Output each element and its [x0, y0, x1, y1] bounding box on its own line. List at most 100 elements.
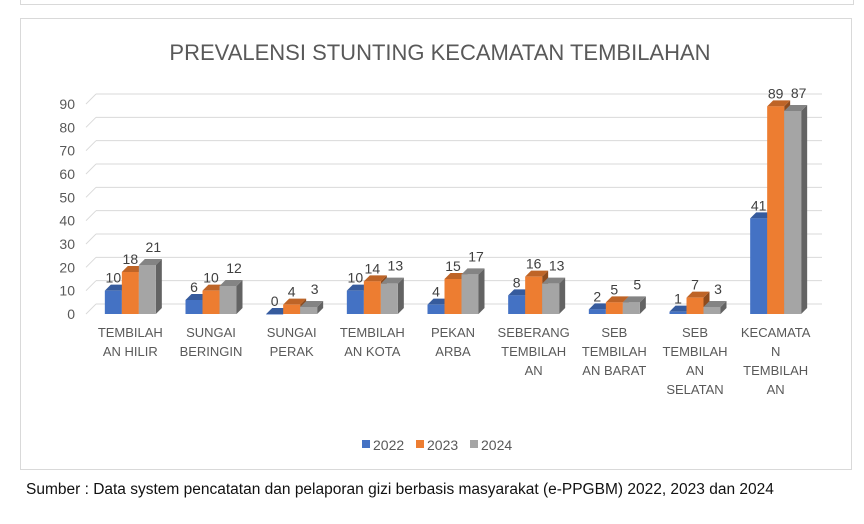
bar-top [219, 280, 243, 286]
bar-top [542, 277, 566, 284]
data-label: 8 [513, 274, 521, 290]
bar-2023 [444, 279, 462, 314]
y-tick-label: 0 [67, 306, 75, 322]
bar-side [720, 301, 727, 314]
gridline-depth [85, 256, 97, 268]
bar-2022 [427, 304, 445, 314]
bar-side [397, 277, 404, 314]
gridline-depth [85, 233, 97, 245]
x-tick-label: AN [525, 363, 543, 378]
data-label: 5 [633, 276, 641, 292]
y-tick-label: 20 [59, 259, 75, 275]
x-tick-label: AN KOTA [344, 344, 400, 359]
legend-label: 2023 [427, 437, 458, 453]
x-tick-label: TEMBILAH [340, 325, 405, 340]
bar-top [686, 291, 710, 298]
data-label: 87 [791, 85, 807, 101]
data-label: 10 [106, 270, 122, 286]
bar-top [283, 298, 307, 305]
x-tick-label: SELATAN [666, 382, 723, 397]
bar-2024 [300, 307, 318, 314]
bar-2024 [219, 286, 237, 314]
y-tick-label: 40 [59, 213, 75, 229]
bar-2022 [669, 311, 687, 314]
bar-side [236, 280, 243, 314]
gridline-depth [85, 163, 97, 175]
bar-side [155, 259, 162, 314]
bar-top [525, 270, 549, 277]
bar-2022 [104, 290, 122, 314]
x-tick-label: SEB [682, 325, 708, 340]
data-label: 13 [388, 258, 404, 274]
bar-2024 [784, 111, 802, 314]
y-tick-label: 10 [59, 283, 75, 299]
bar-2023 [363, 281, 381, 314]
data-label: 1 [674, 291, 682, 307]
data-label: 17 [468, 248, 484, 264]
bar-2024 [703, 307, 721, 314]
gridline-depth [85, 210, 97, 222]
bar-2023 [121, 272, 139, 314]
bar-2023 [202, 290, 220, 314]
x-tick-label: PERAK [270, 344, 314, 359]
data-label: 14 [365, 260, 381, 276]
x-tick-label: AN [767, 382, 785, 397]
bar-side [559, 277, 566, 314]
gridline-depth [85, 303, 97, 315]
x-tick-label: SEB [601, 325, 627, 340]
bar-top [363, 275, 387, 282]
legend-swatch [416, 440, 424, 448]
bar-2023 [605, 302, 623, 314]
data-label: 89 [768, 85, 784, 101]
data-label: 10 [348, 270, 364, 286]
data-label: 4 [432, 284, 440, 300]
bar-top [767, 100, 791, 107]
x-tick-label: ARBA [435, 344, 471, 359]
data-label: 7 [691, 277, 699, 293]
x-tick-label: SUNGAI [267, 325, 317, 340]
x-tick-label: TEMBILAH [743, 363, 808, 378]
data-label: 0 [271, 293, 279, 309]
x-tick-label: TEMBILAH [98, 325, 163, 340]
data-label: 12 [226, 260, 242, 276]
y-tick-label: 60 [59, 166, 75, 182]
bar-2024 [622, 302, 640, 314]
data-label: 3 [311, 281, 319, 297]
bar-2024 [380, 283, 398, 314]
bar-2022 [508, 295, 526, 314]
bar-2023 [767, 106, 785, 314]
bar-side [639, 296, 646, 314]
y-tick-label: 90 [59, 96, 75, 112]
data-label: 2 [593, 288, 601, 304]
legend-label: 2022 [373, 437, 404, 453]
gridline-depth [85, 116, 97, 128]
data-label: 13 [549, 258, 565, 274]
data-label: 3 [714, 281, 722, 297]
bar-2022 [185, 300, 203, 314]
bar-top [784, 105, 808, 111]
gridline-depth [85, 93, 97, 105]
y-tick-label: 30 [59, 236, 75, 252]
bar-2023 [525, 276, 543, 314]
gridline-depth [85, 280, 97, 292]
x-tick-label: N [771, 344, 780, 359]
bar-2024 [542, 283, 560, 314]
bar-top [461, 268, 485, 275]
bar-top [300, 301, 324, 307]
data-label: 41 [751, 197, 767, 213]
bar-2023 [283, 304, 301, 314]
source-caption: Sumber : Data system pencatatan dan pela… [26, 481, 774, 498]
y-tick-label: 50 [59, 189, 75, 205]
bar-2024 [461, 274, 479, 314]
bar-2022 [266, 314, 284, 315]
data-label: 16 [526, 256, 542, 272]
chart-card [20, 18, 852, 470]
bar-2022 [346, 290, 364, 314]
data-label: 15 [445, 258, 461, 274]
legend-swatch [470, 440, 478, 448]
data-label: 5 [610, 281, 618, 297]
bar-2023 [686, 297, 704, 314]
data-label: 6 [190, 279, 198, 295]
bar-side [317, 301, 324, 314]
